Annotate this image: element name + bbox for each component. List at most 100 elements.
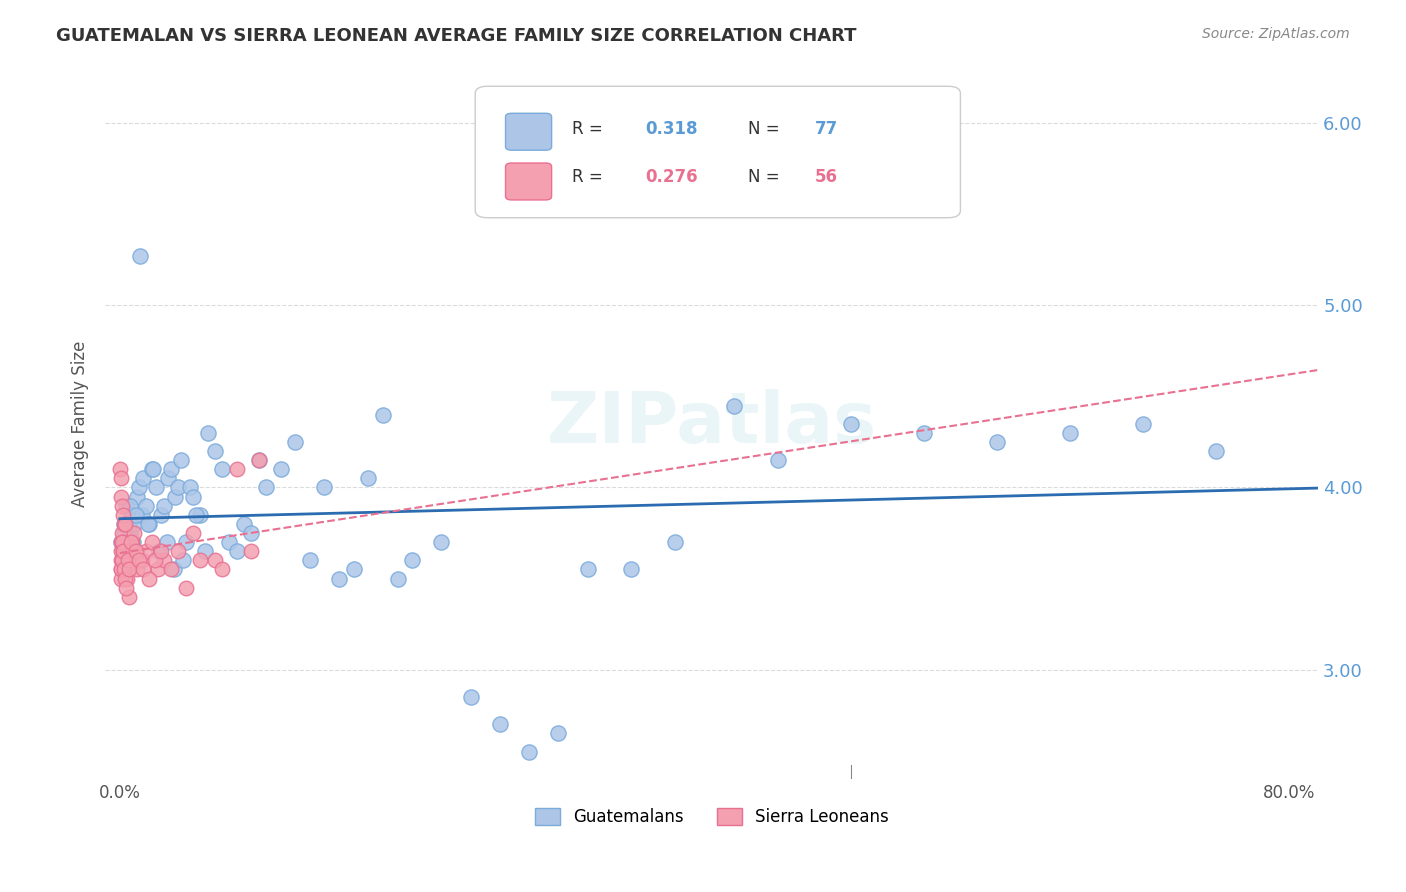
Legend: Guatemalans, Sierra Leoneans: Guatemalans, Sierra Leoneans bbox=[526, 800, 897, 835]
Guatemalans bbox=[149, 508, 172, 522]
Text: Source: ZipAtlas.com: Source: ZipAtlas.com bbox=[1202, 27, 1350, 41]
Text: R =: R = bbox=[572, 120, 609, 138]
Guatemalans bbox=[401, 553, 423, 567]
Guatemalans bbox=[1059, 425, 1081, 440]
Sierra Leoneans bbox=[120, 535, 142, 549]
Guatemalans bbox=[172, 553, 194, 567]
Guatemalans bbox=[430, 535, 453, 549]
Sierra Leoneans bbox=[117, 590, 139, 604]
Guatemalans bbox=[254, 480, 277, 494]
Text: N =: N = bbox=[748, 168, 785, 186]
Sierra Leoneans bbox=[111, 553, 134, 567]
Guatemalans bbox=[328, 572, 350, 586]
Guatemalans bbox=[197, 425, 219, 440]
Sierra Leoneans bbox=[110, 526, 132, 541]
Sierra Leoneans bbox=[114, 572, 136, 586]
Sierra Leoneans bbox=[112, 544, 135, 558]
Guatemalans bbox=[225, 544, 247, 558]
Guatemalans bbox=[387, 572, 409, 586]
Sierra Leoneans bbox=[174, 581, 197, 595]
Guatemalans bbox=[179, 480, 201, 494]
Guatemalans bbox=[517, 745, 540, 759]
Sierra Leoneans bbox=[181, 526, 204, 541]
Sierra Leoneans bbox=[110, 544, 132, 558]
Guatemalans bbox=[986, 434, 1008, 449]
Sierra Leoneans bbox=[132, 562, 155, 576]
Guatemalans bbox=[112, 516, 135, 531]
Guatemalans bbox=[547, 726, 569, 740]
Guatemalans bbox=[284, 434, 307, 449]
Guatemalans bbox=[120, 526, 142, 541]
Sierra Leoneans bbox=[167, 544, 190, 558]
Sierra Leoneans bbox=[152, 553, 174, 567]
Guatemalans bbox=[136, 516, 159, 531]
FancyBboxPatch shape bbox=[475, 87, 960, 218]
Sierra Leoneans bbox=[110, 462, 132, 476]
Text: 0.318: 0.318 bbox=[645, 120, 697, 138]
Sierra Leoneans bbox=[127, 562, 149, 576]
Sierra Leoneans bbox=[188, 553, 211, 567]
Guatemalans bbox=[204, 444, 226, 458]
Guatemalans bbox=[170, 453, 193, 467]
Guatemalans bbox=[723, 399, 745, 413]
Guatemalans bbox=[111, 553, 134, 567]
Guatemalans bbox=[839, 417, 862, 431]
Sierra Leoneans bbox=[240, 544, 263, 558]
Text: 77: 77 bbox=[815, 120, 838, 138]
Sierra Leoneans bbox=[118, 562, 141, 576]
Sierra Leoneans bbox=[149, 544, 172, 558]
FancyBboxPatch shape bbox=[506, 163, 551, 200]
Guatemalans bbox=[115, 535, 138, 549]
Guatemalans bbox=[211, 462, 233, 476]
Sierra Leoneans bbox=[120, 553, 142, 567]
Text: 0.276: 0.276 bbox=[645, 168, 697, 186]
Guatemalans bbox=[371, 408, 394, 422]
Sierra Leoneans bbox=[135, 544, 157, 558]
Guatemalans bbox=[174, 535, 197, 549]
Sierra Leoneans bbox=[121, 535, 143, 549]
Text: N =: N = bbox=[748, 120, 785, 138]
Sierra Leoneans bbox=[141, 535, 163, 549]
Guatemalans bbox=[128, 480, 150, 494]
Sierra Leoneans bbox=[114, 516, 136, 531]
Text: ZIPatlas: ZIPatlas bbox=[547, 389, 877, 458]
Sierra Leoneans bbox=[114, 562, 136, 576]
Guatemalans bbox=[357, 471, 380, 485]
Sierra Leoneans bbox=[160, 562, 183, 576]
Sierra Leoneans bbox=[247, 453, 270, 467]
Guatemalans bbox=[488, 717, 510, 731]
Guatemalans bbox=[194, 544, 217, 558]
Sierra Leoneans bbox=[211, 562, 233, 576]
Guatemalans bbox=[110, 535, 132, 549]
Guatemalans bbox=[163, 562, 186, 576]
Sierra Leoneans bbox=[143, 553, 166, 567]
Guatemalans bbox=[233, 516, 256, 531]
Text: R =: R = bbox=[572, 168, 609, 186]
Guatemalans bbox=[121, 508, 143, 522]
FancyBboxPatch shape bbox=[506, 113, 551, 150]
Sierra Leoneans bbox=[146, 562, 169, 576]
Guatemalans bbox=[343, 562, 366, 576]
Guatemalans bbox=[120, 499, 142, 513]
Guatemalans bbox=[138, 516, 160, 531]
Guatemalans bbox=[142, 462, 165, 476]
Guatemalans bbox=[620, 562, 643, 576]
Sierra Leoneans bbox=[110, 562, 132, 576]
Sierra Leoneans bbox=[112, 535, 135, 549]
Guatemalans bbox=[270, 462, 292, 476]
Sierra Leoneans bbox=[225, 462, 247, 476]
Guatemalans bbox=[664, 535, 686, 549]
Guatemalans bbox=[1132, 417, 1154, 431]
Sierra Leoneans bbox=[138, 572, 160, 586]
Guatemalans bbox=[114, 499, 136, 513]
Guatemalans bbox=[460, 690, 482, 704]
Guatemalans bbox=[157, 471, 180, 485]
Guatemalans bbox=[145, 480, 167, 494]
Sierra Leoneans bbox=[110, 490, 132, 504]
Guatemalans bbox=[298, 553, 321, 567]
Sierra Leoneans bbox=[115, 572, 138, 586]
Guatemalans bbox=[184, 508, 207, 522]
Sierra Leoneans bbox=[111, 553, 134, 567]
Guatemalans bbox=[1205, 444, 1227, 458]
Sierra Leoneans bbox=[112, 516, 135, 531]
